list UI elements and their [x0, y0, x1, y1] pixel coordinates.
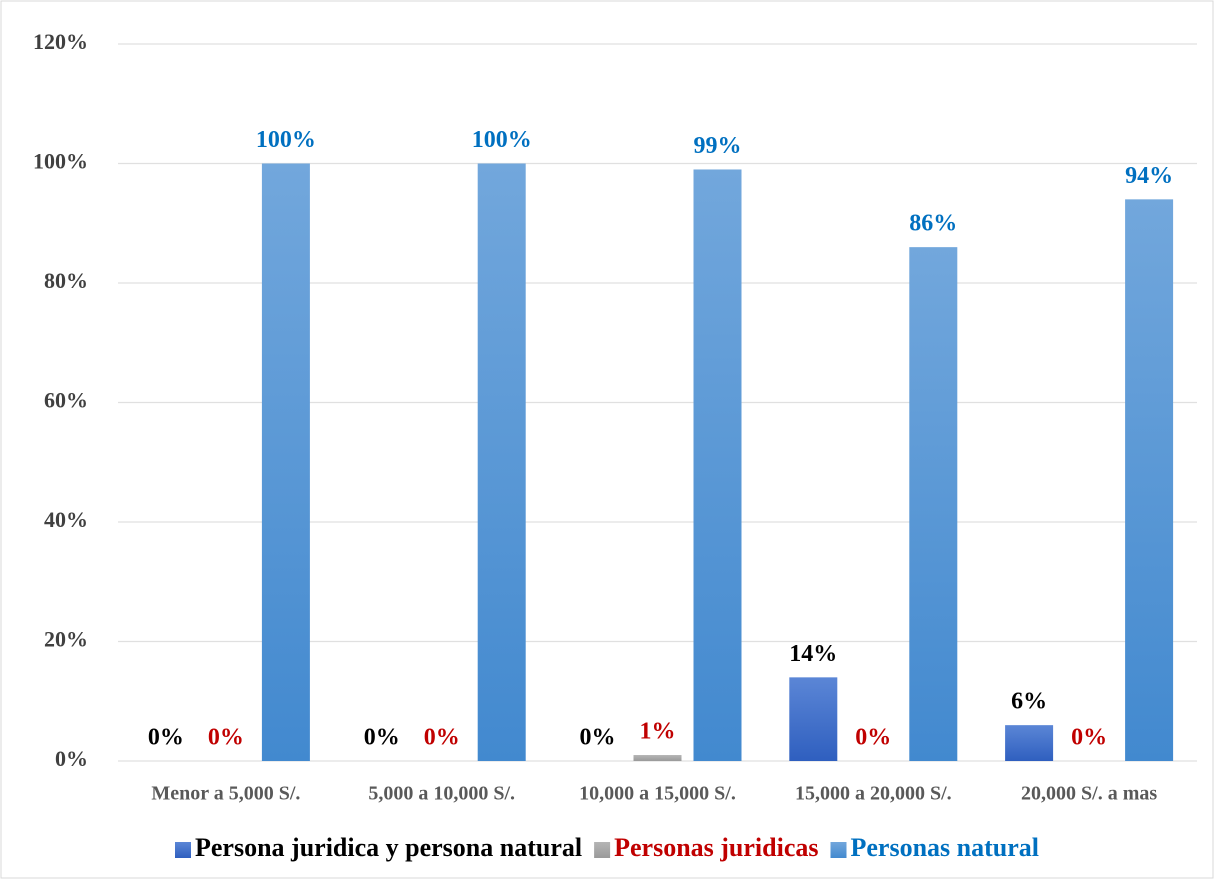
data-label: 0% [1071, 725, 1107, 751]
y-tick-label: 80% [44, 268, 88, 293]
data-label: 94% [1125, 163, 1173, 189]
data-label: 0% [364, 725, 400, 751]
data-label: 6% [1011, 689, 1047, 715]
data-label: 99% [694, 133, 742, 159]
legend-swatch [830, 842, 847, 858]
legend-label: Persona juridica y persona natural [195, 833, 582, 862]
data-label: 0% [580, 725, 616, 751]
data-label: 100% [472, 127, 532, 153]
x-tick-label: 20,000 S/. a mas [1021, 783, 1157, 805]
y-tick-label: 120% [33, 29, 88, 54]
bar [909, 247, 958, 761]
y-tick-label: 0% [55, 746, 88, 771]
x-tick-label: 15,000 a 20,000 S/. [795, 783, 952, 805]
bar [477, 163, 526, 761]
x-tick-label: Menor a 5,000 S/. [151, 783, 300, 805]
x-tick-label: 5,000 a 10,000 S/. [368, 783, 515, 805]
legend-swatch [594, 842, 611, 858]
bar [789, 677, 838, 761]
y-tick-label: 40% [44, 507, 88, 532]
y-tick-label: 60% [44, 388, 88, 413]
bar [1125, 199, 1174, 762]
x-tick-label: 10,000 a 15,000 S/. [579, 783, 736, 805]
data-label: 0% [424, 725, 460, 751]
y-tick-label: 100% [33, 149, 88, 174]
bar [693, 169, 742, 762]
data-label: 100% [256, 127, 316, 153]
legend-label: Personas juridicas [614, 833, 818, 862]
legend-label: Personas natural [851, 833, 1040, 862]
data-label: 0% [855, 725, 891, 751]
bar [633, 755, 682, 761]
bar [261, 163, 310, 761]
data-label: 0% [208, 725, 244, 751]
data-label: 86% [909, 211, 957, 237]
data-label: 1% [640, 719, 676, 745]
data-label: 14% [789, 641, 837, 667]
y-tick-label: 20% [44, 627, 88, 652]
data-label: 0% [148, 725, 184, 751]
legend-swatch [175, 842, 191, 858]
bar [1005, 725, 1054, 761]
